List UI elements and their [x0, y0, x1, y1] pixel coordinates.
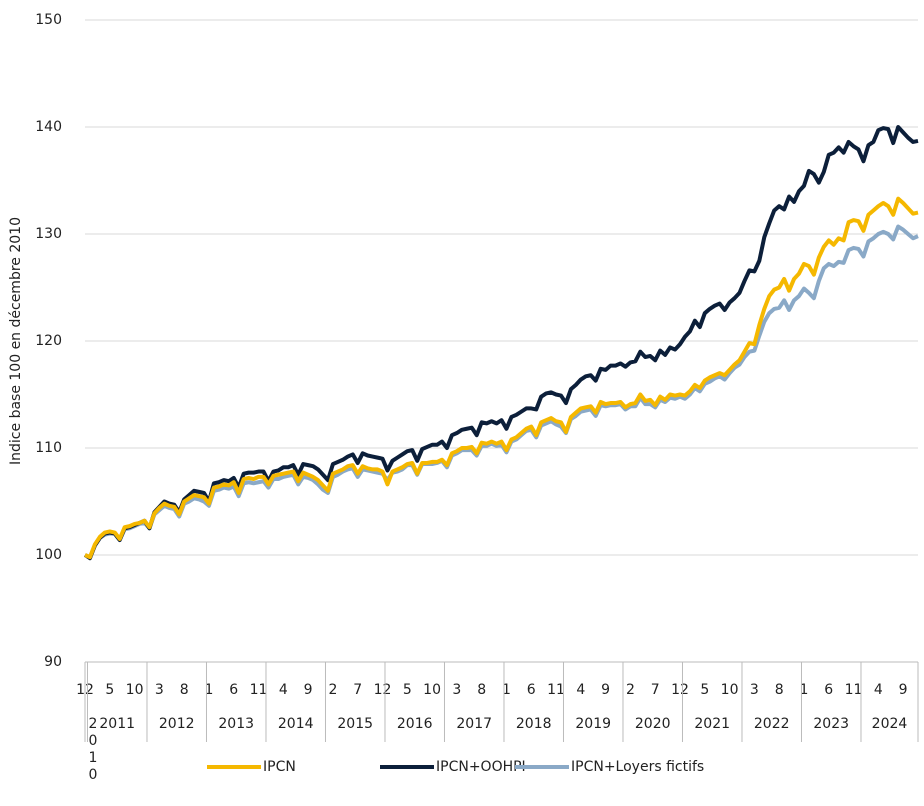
year-label: 2015	[337, 716, 374, 732]
year-label: 2014	[277, 716, 314, 732]
year-label: 2010	[88, 716, 98, 783]
x-tick-label: 1	[204, 682, 213, 698]
y-tick-label: 100	[35, 547, 62, 563]
x-tick-label: 8	[477, 682, 486, 698]
x-tick-label: 7	[353, 682, 362, 698]
year-label: 2019	[575, 716, 612, 732]
x-tick-label: 4	[576, 682, 585, 698]
y-tick-label: 140	[35, 119, 62, 135]
year-label: 2017	[456, 716, 493, 732]
x-tick-label: 3	[452, 682, 461, 698]
x-tick-label: 2	[328, 682, 337, 698]
year-label: 2011	[99, 716, 136, 732]
year-label: 2013	[218, 716, 255, 732]
year-label: 2023	[813, 716, 850, 732]
year-label: 2024	[871, 716, 908, 732]
x-tick-label: 5	[105, 682, 114, 698]
series-line	[84, 224, 919, 560]
y-tick-label: 110	[35, 440, 62, 456]
x-tick-label: 10	[721, 682, 739, 698]
year-label: 2018	[515, 716, 552, 732]
x-tick-label: 7	[651, 682, 660, 698]
legend-label: IPCN+Loyers fictifs	[571, 759, 704, 775]
series-line	[84, 196, 919, 560]
year-label: 2020	[634, 716, 671, 732]
x-tick-label: 1	[502, 682, 511, 698]
x-tick-label: 10	[423, 682, 441, 698]
y-tick-label: 90	[44, 654, 62, 670]
y-tick-label: 120	[35, 333, 62, 349]
x-tick-label: 12	[374, 682, 392, 698]
x-tick-label: 10	[126, 682, 144, 698]
year-label: 2022	[753, 716, 790, 732]
y-tick-label: 130	[35, 226, 62, 242]
x-tick-label: 2	[626, 682, 635, 698]
x-tick-label: 1	[799, 682, 808, 698]
x-tick-label: 8	[775, 682, 784, 698]
year-label: 2016	[396, 716, 433, 732]
x-tick-label: 11	[547, 682, 565, 698]
series-line	[83, 125, 919, 561]
x-tick-label: 4	[279, 682, 288, 698]
x-tick-label: 3	[155, 682, 164, 698]
x-tick-label: 6	[229, 682, 238, 698]
year-label: 2021	[694, 716, 731, 732]
y-axis-label: Indice base 100 en décembre 2010	[8, 217, 24, 465]
legend-label: IPCN+OOHPI	[436, 759, 526, 775]
x-tick-label: 11	[250, 682, 268, 698]
x-tick-label: 4	[874, 682, 883, 698]
x-tick-label: 9	[601, 682, 610, 698]
x-tick-label: 9	[899, 682, 908, 698]
x-tick-label: 8	[180, 682, 189, 698]
x-tick-label: 5	[403, 682, 412, 698]
year-label: 2012	[158, 716, 195, 732]
x-tick-label: 3	[750, 682, 759, 698]
legend-label: IPCN	[263, 759, 296, 775]
x-tick-label: 5	[700, 682, 709, 698]
x-tick-label: 6	[824, 682, 833, 698]
x-tick-label: 12	[671, 682, 689, 698]
x-tick-label: 11	[845, 682, 863, 698]
x-tick-label: 6	[527, 682, 536, 698]
y-tick-label: 150	[35, 12, 62, 28]
x-tick-label: 9	[304, 682, 313, 698]
